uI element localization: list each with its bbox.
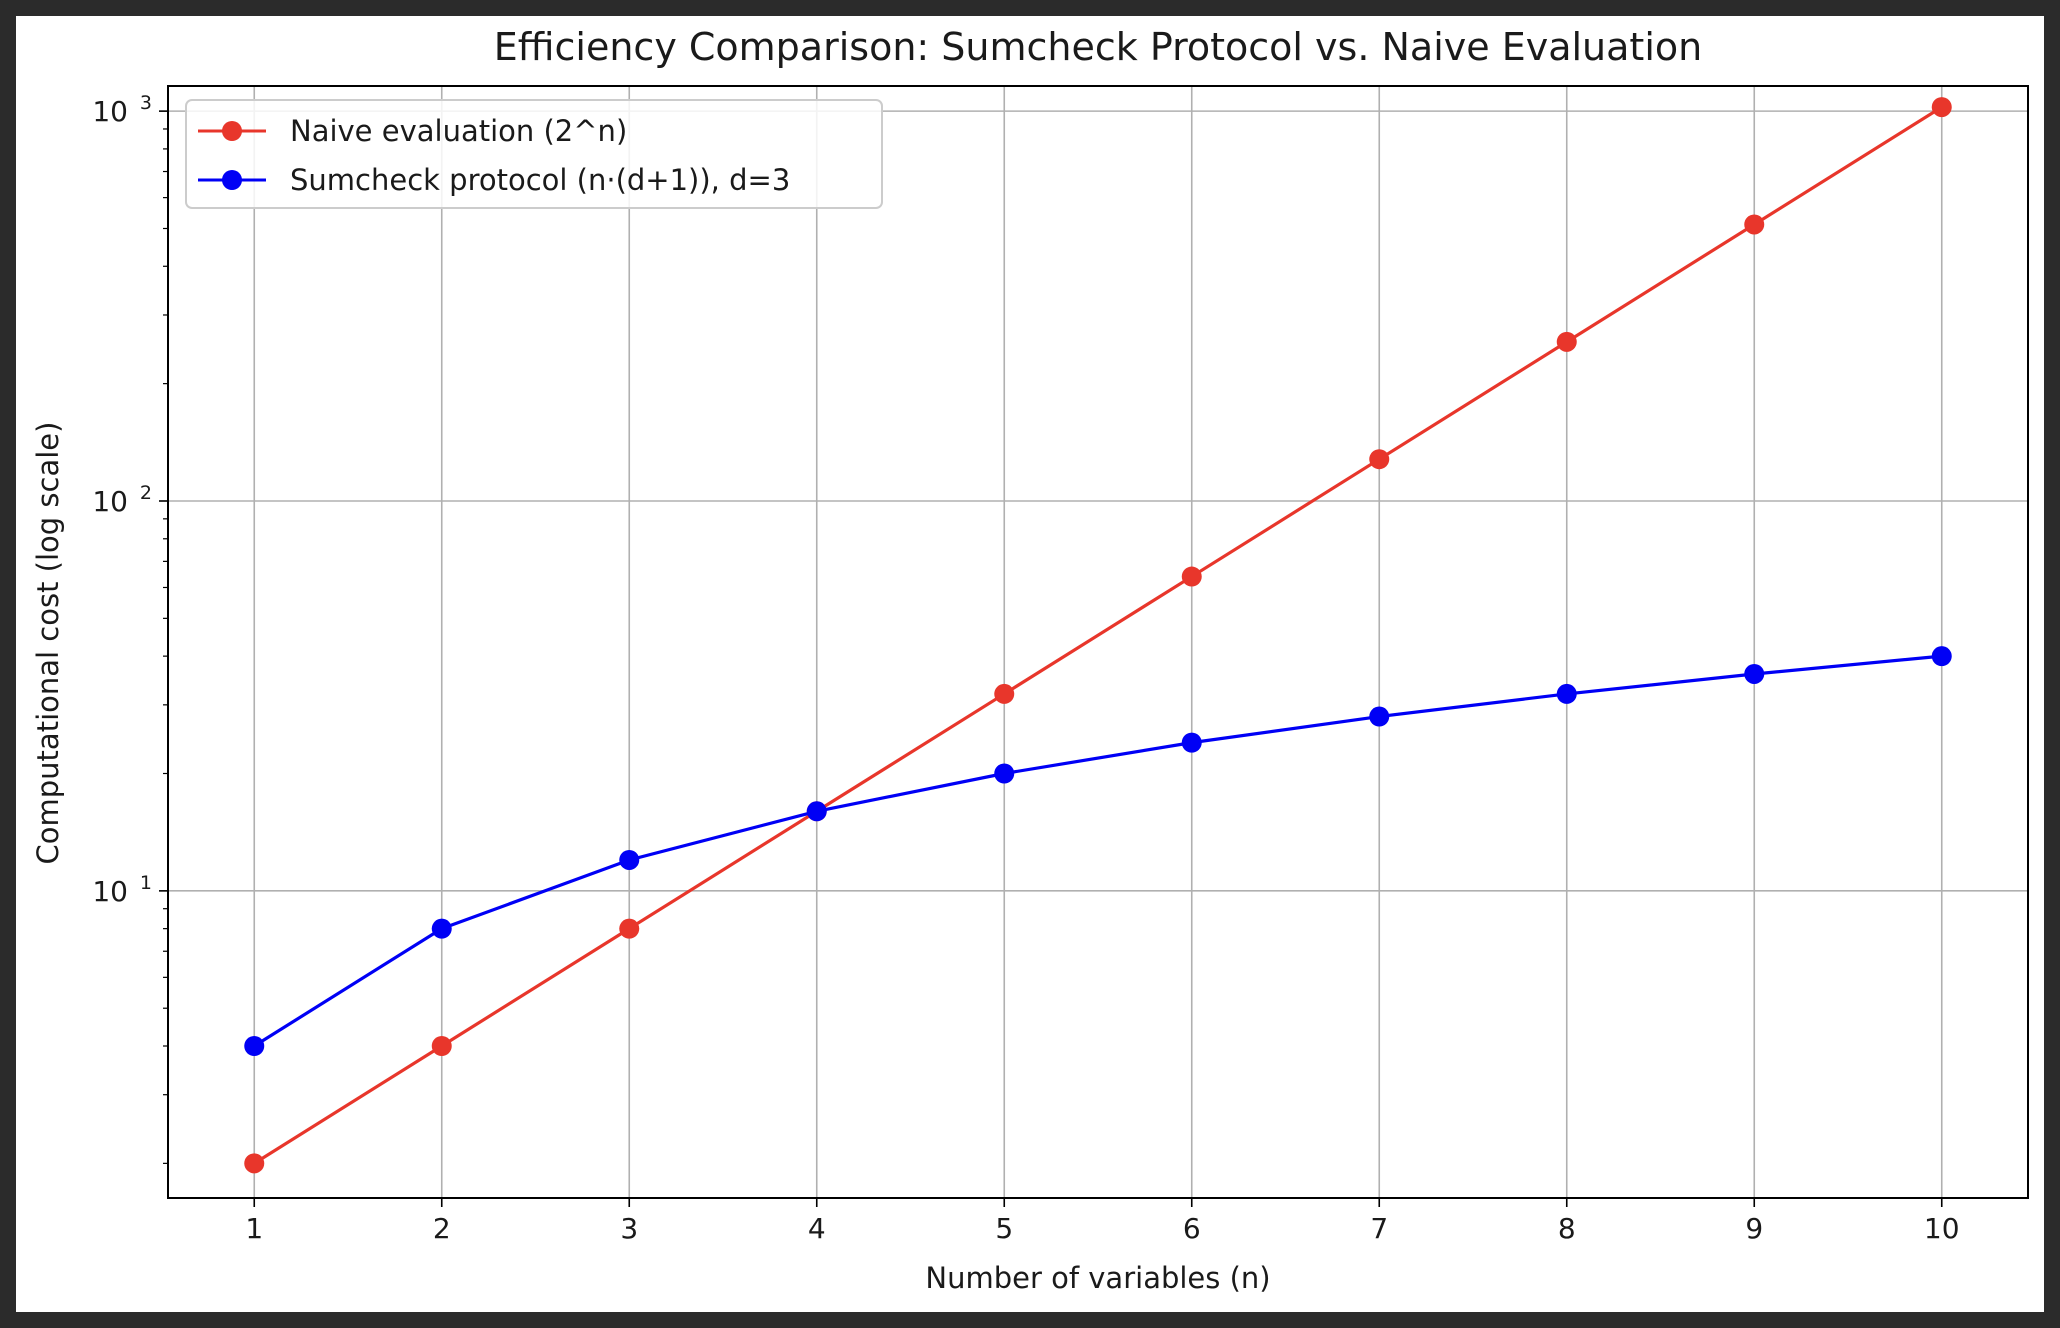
data-point-naive <box>1931 97 1952 118</box>
data-point-naive <box>1744 214 1765 235</box>
data-point-sumcheck <box>1556 683 1577 704</box>
y-tick-label: 10 <box>92 95 128 128</box>
y-tick-exponent: 3 <box>140 92 152 114</box>
x-axis-label: Number of variables (n) <box>925 1261 1270 1295</box>
y-tick-exponent: 1 <box>140 872 152 894</box>
data-point-naive <box>244 1153 265 1174</box>
legend-label-sumcheck: Sumcheck protocol (n·(d+1)), d=3 <box>290 163 790 197</box>
y-tick-label: 10 <box>92 485 128 518</box>
series-line-sumcheck <box>253 654 1942 1048</box>
y-tick-label: 10 <box>92 875 128 908</box>
data-point-naive <box>619 918 640 939</box>
legend-label-naive: Naive evaluation (2^n) <box>290 114 627 148</box>
legend-marker-naive <box>222 121 242 141</box>
chart-figure: 1 2 3 4 5 6 7 8 9 10 10 1 10 2 10 3 Efficiency Comparis… <box>16 16 2044 1312</box>
chart-canvas: 1 2 3 4 5 6 7 8 9 10 10 1 10 2 10 3 Efficiency Comparis… <box>31 25 2029 1295</box>
x-tick-label: 3 <box>620 1212 638 1245</box>
series-lines <box>244 97 1952 1174</box>
series-line-naive <box>253 105 1943 1165</box>
data-point-sumcheck <box>1744 663 1765 684</box>
chart-title: Efficiency Comparison: Sumcheck Protocol… <box>494 25 1702 69</box>
x-tick-label: 6 <box>1183 1212 1201 1245</box>
legend: Naive evaluation (2^n) Sumcheck protocol… <box>185 99 883 209</box>
data-point-naive <box>1181 566 1202 587</box>
x-tick-label: 8 <box>1558 1212 1576 1245</box>
x-tick-label: 1 <box>245 1212 263 1245</box>
plot-area-frame <box>167 85 2029 1199</box>
data-point-naive <box>1556 331 1577 352</box>
x-tick-label: 5 <box>995 1212 1013 1245</box>
x-tick-label: 2 <box>433 1212 451 1245</box>
y-axis-label: Computational cost (log scale) <box>31 422 65 865</box>
x-tick-label: 7 <box>1370 1212 1388 1245</box>
data-point-naive <box>994 683 1015 704</box>
data-point-sumcheck <box>994 763 1015 784</box>
y-tick-exponent: 2 <box>140 482 152 504</box>
data-point-sumcheck <box>1931 646 1952 667</box>
axis-ticks: 1 2 3 4 5 6 7 8 9 10 10 1 10 2 10 3 <box>92 92 1959 1245</box>
x-tick-label: 9 <box>1745 1212 1763 1245</box>
legend-box <box>185 99 883 209</box>
data-point-sumcheck <box>1181 732 1202 753</box>
grid-lines <box>168 86 2028 1198</box>
data-point-naive <box>431 1036 452 1057</box>
x-tick-label: 10 <box>1924 1212 1960 1245</box>
data-point-naive <box>1369 449 1390 470</box>
data-point-sumcheck <box>1369 706 1390 727</box>
legend-marker-sumcheck <box>222 170 242 190</box>
data-point-sumcheck <box>244 1036 265 1057</box>
data-point-sumcheck <box>431 918 452 939</box>
data-point-sumcheck <box>806 801 827 822</box>
x-tick-label: 4 <box>808 1212 826 1245</box>
data-point-sumcheck <box>619 849 640 870</box>
